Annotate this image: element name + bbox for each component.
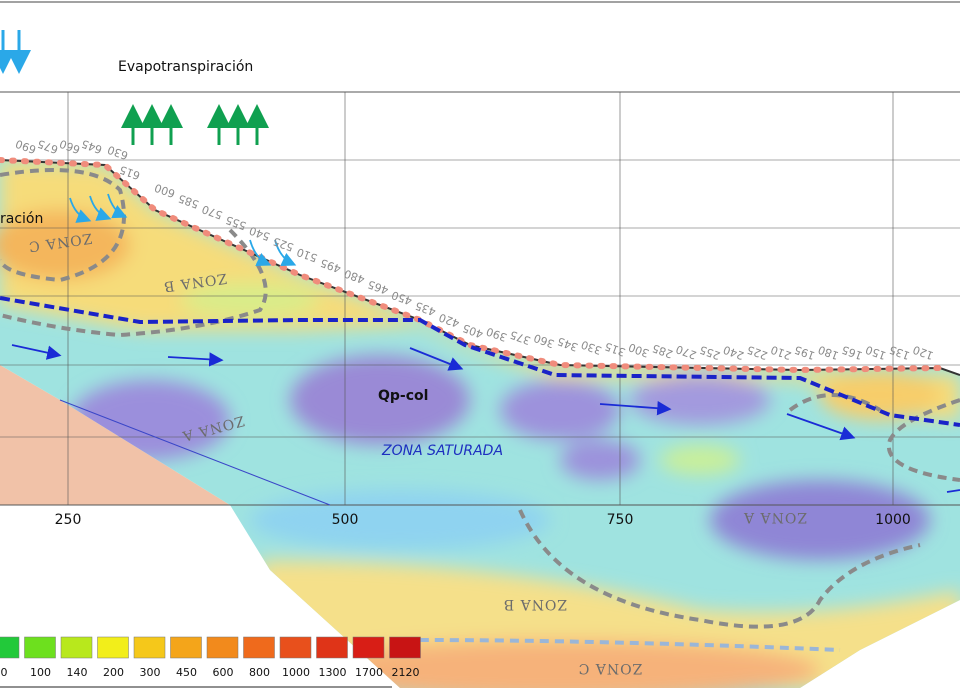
- zone-label: ZONA C: [578, 660, 643, 676]
- station-label: 360: [532, 331, 556, 350]
- infiltration-label: ración: [0, 211, 43, 227]
- water-table: [0, 296, 960, 427]
- station-label: 555: [224, 213, 248, 232]
- station-label: 585: [176, 192, 200, 211]
- legend-label: 800: [249, 666, 270, 679]
- station-label: 330: [579, 338, 603, 357]
- station-label: 345: [556, 334, 580, 353]
- legend-swatch: [279, 636, 312, 659]
- station-label: 150: [864, 343, 888, 362]
- station-label: 255: [698, 343, 722, 362]
- legend-swatch: [316, 636, 348, 659]
- station-label: 510: [295, 245, 319, 264]
- zone-boundaries: [0, 168, 960, 652]
- station-label: 165: [840, 343, 864, 362]
- surface: [0, 159, 960, 376]
- station-label: 435: [413, 299, 437, 318]
- station-label: 495: [319, 256, 343, 275]
- station-label: 270: [674, 342, 698, 361]
- zone-label: ZONA A: [743, 509, 807, 525]
- legend-swatch: [170, 636, 202, 659]
- x-axis-label: 500: [332, 512, 359, 528]
- station-label: 135: [887, 343, 911, 362]
- station-label: 240: [722, 343, 746, 362]
- station-label: 300: [627, 340, 651, 359]
- station-label: 285: [650, 341, 674, 360]
- x-axis-label: 750: [607, 512, 634, 528]
- arrows: [0, 30, 269, 145]
- tomography: [0, 160, 960, 688]
- legend-swatch: [0, 636, 20, 659]
- legend-label: 1700: [355, 666, 383, 679]
- legend: 0 100 140 200 300 450 600 800 1000 1300 1700 2120: [0, 636, 421, 688]
- station-label: 525: [271, 234, 295, 253]
- station-label: 225: [745, 343, 769, 362]
- unit-label: Qp-col: [378, 388, 428, 404]
- station-label: 120: [911, 343, 935, 362]
- legend-label: 1000: [282, 666, 310, 679]
- evapotranspiration-label: Evapotranspiración: [118, 59, 253, 75]
- station-label: 600: [153, 181, 177, 200]
- legend-label: 0: [1, 666, 8, 679]
- legend-swatch: [243, 636, 275, 659]
- station-label: 660: [58, 137, 82, 156]
- legend-swatch: [60, 636, 93, 659]
- grid: [0, 91, 960, 506]
- legend-label: 300: [140, 666, 161, 679]
- station-label: 390: [485, 324, 509, 343]
- legend-swatch: [24, 636, 56, 659]
- legend-swatch: [389, 636, 421, 659]
- legend-label: 200: [103, 666, 124, 679]
- station-label: 210: [769, 343, 793, 362]
- flow-arrows: [11, 193, 960, 493]
- legend-swatch: [206, 636, 239, 659]
- legend-label: 2120: [392, 666, 420, 679]
- station-label: 480: [342, 267, 366, 286]
- legend-label: 140: [67, 666, 88, 679]
- station-label: 315: [603, 339, 627, 358]
- zone-label: ZONA B: [503, 596, 567, 612]
- legend-label: 1300: [319, 666, 347, 679]
- station-label: 630: [106, 143, 130, 162]
- station-label: 195: [793, 343, 817, 362]
- station-label: 465: [366, 277, 390, 296]
- legend-swatch: [97, 636, 129, 659]
- saturated-label: ZONA SATURADA: [381, 443, 503, 459]
- legend-swatch: [133, 636, 166, 659]
- station-label: 420: [437, 310, 461, 329]
- station-label: 405: [461, 321, 485, 340]
- legend-label: 100: [30, 666, 51, 679]
- station-label: 690: [14, 137, 38, 156]
- station-label: 540: [248, 224, 272, 243]
- legend-swatch: [352, 636, 385, 659]
- station-label: 570: [200, 202, 224, 221]
- station-label: 375: [508, 328, 532, 347]
- legend-label: 600: [213, 666, 234, 679]
- rock: [0, 365, 230, 505]
- x-axis: 250 500 750 1000: [55, 512, 911, 528]
- x-axis-label: 250: [55, 512, 82, 528]
- station-label: 450: [390, 288, 414, 307]
- x-axis-label: 1000: [875, 512, 911, 528]
- station-label: 675: [36, 137, 60, 156]
- station-label: 180: [816, 343, 840, 362]
- legend-label: 450: [176, 666, 197, 679]
- station-label: 645: [80, 137, 104, 156]
